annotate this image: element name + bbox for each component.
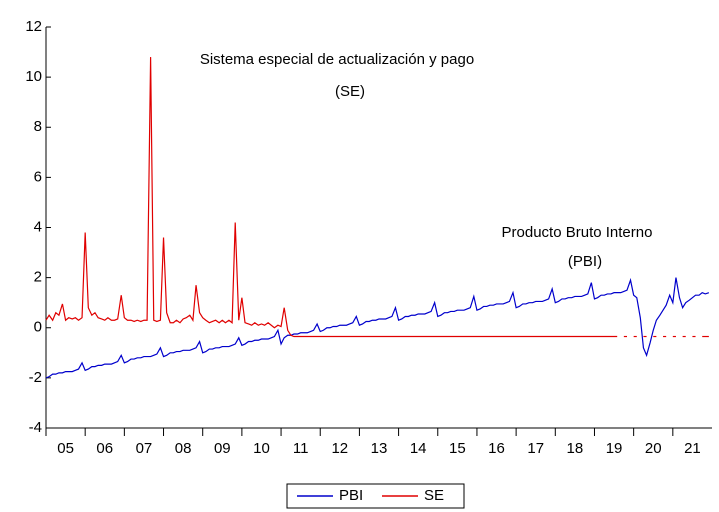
y-tick-label: 6 — [34, 168, 42, 185]
x-tick-label: 12 — [331, 440, 348, 457]
series-line — [45, 277, 710, 379]
x-tick-label: 13 — [371, 440, 388, 457]
y-tick-label: 8 — [34, 118, 42, 135]
y-tick-label: -4 — [29, 419, 42, 436]
y-tick-label: 12 — [25, 18, 42, 35]
x-tick-label: 17 — [527, 440, 544, 457]
x-tick-label: 11 — [293, 440, 309, 457]
legend-label: PBI — [339, 487, 363, 504]
x-tick-label: 20 — [645, 440, 662, 457]
y-tick-label: -2 — [29, 369, 42, 386]
x-tick-label: 07 — [136, 440, 153, 457]
y-tick-label: 2 — [34, 269, 42, 286]
annotation: (SE) — [335, 83, 365, 100]
series-line — [45, 57, 618, 338]
x-tick-label: 16 — [488, 440, 505, 457]
x-tick-label: 15 — [449, 440, 466, 457]
x-tick-label: 10 — [253, 440, 270, 457]
annotation: Sistema especial de actualización y pago — [200, 51, 474, 68]
x-tick-label: 14 — [410, 440, 427, 457]
y-tick-label: 4 — [34, 218, 42, 235]
legend-box — [286, 483, 465, 509]
x-tick-label: 05 — [57, 440, 74, 457]
y-tick-label: 10 — [25, 68, 42, 85]
legend-label: SE — [424, 487, 444, 504]
annotation: Producto Bruto Interno — [502, 224, 653, 241]
x-tick-label: 18 — [567, 440, 584, 457]
x-tick-label: 09 — [214, 440, 231, 457]
x-tick-label: 19 — [606, 440, 623, 457]
x-tick-label: 06 — [96, 440, 113, 457]
x-tick-label: 08 — [175, 440, 192, 457]
y-tick-label: 0 — [34, 319, 42, 336]
annotation: (PBI) — [568, 253, 602, 270]
x-tick-label: 21 — [684, 440, 701, 457]
